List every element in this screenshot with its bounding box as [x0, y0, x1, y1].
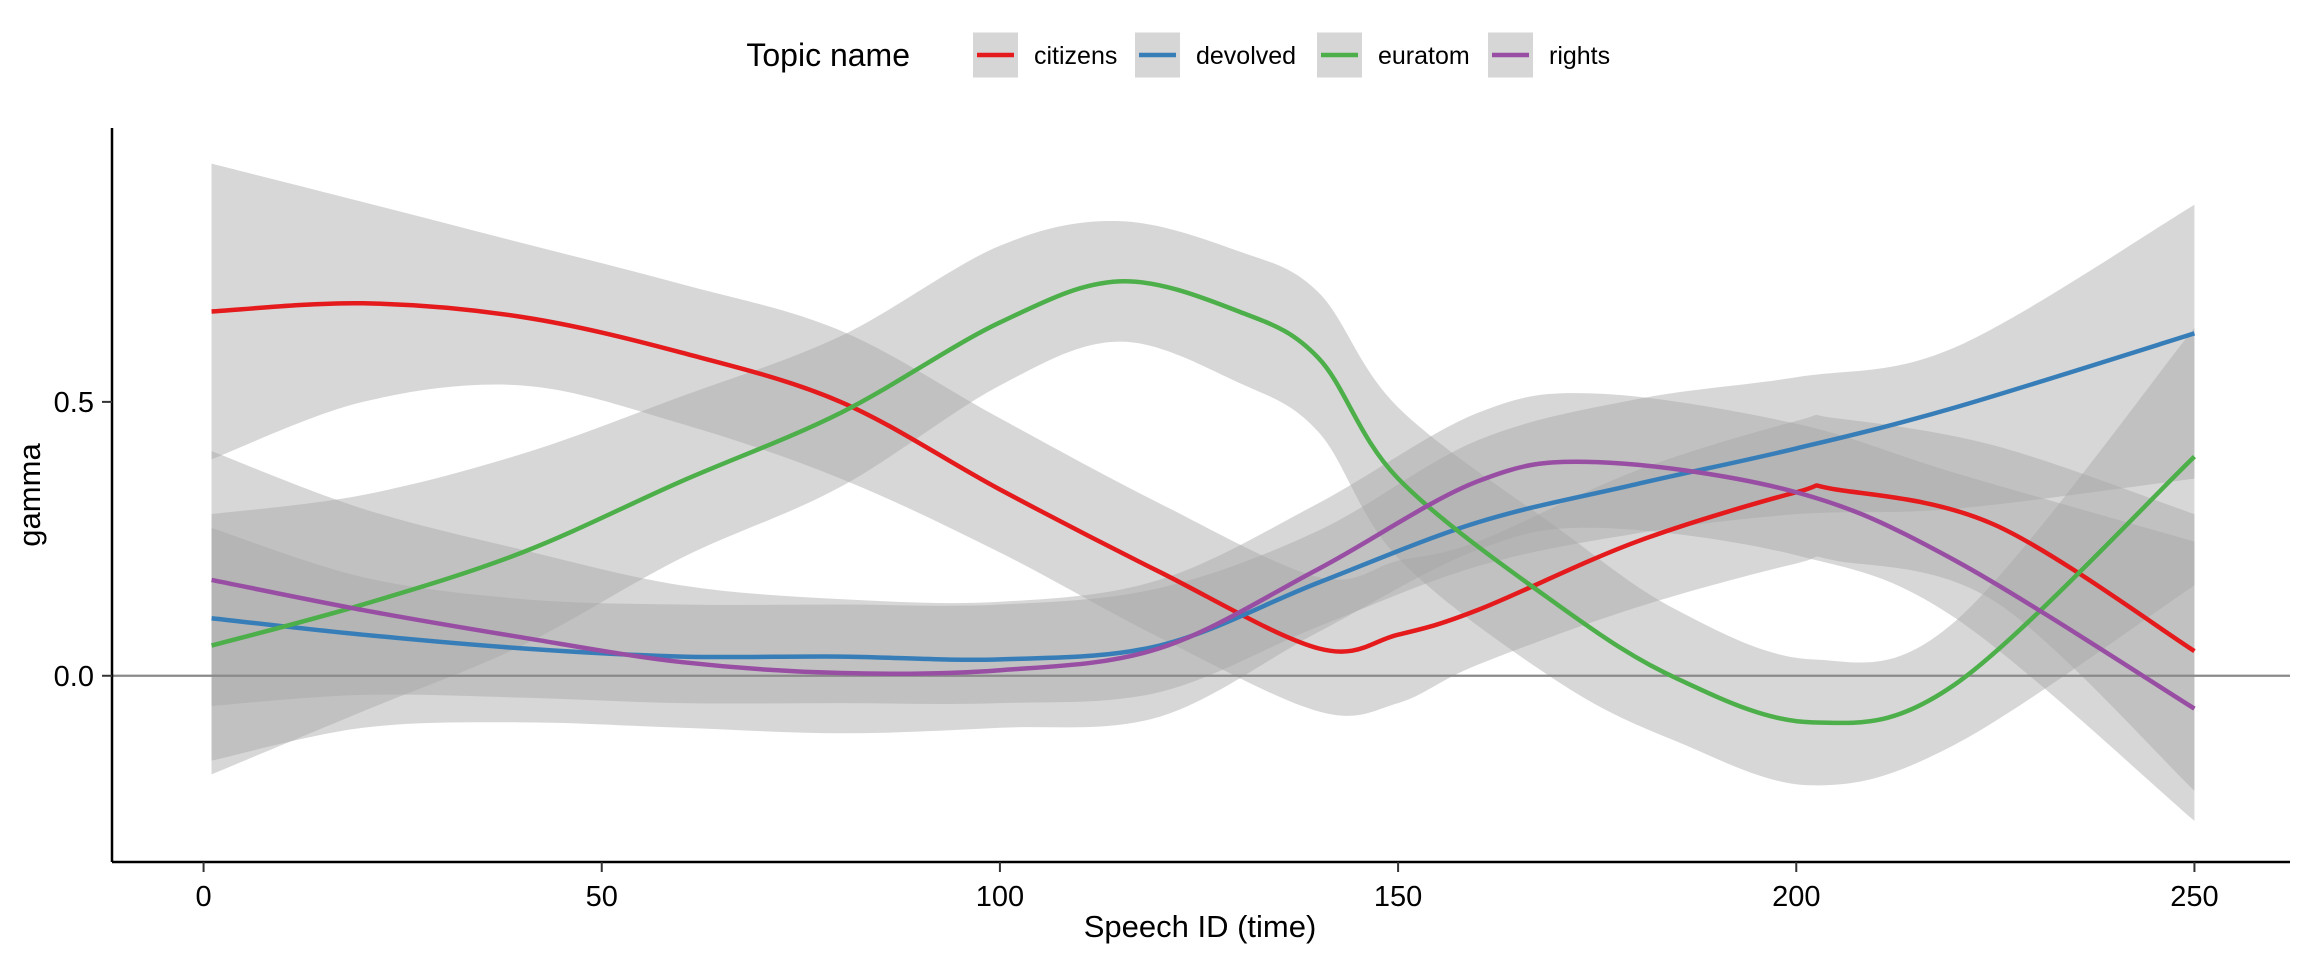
y-tick-label: 0.0: [54, 661, 94, 693]
legend-key-rights: [1488, 32, 1533, 78]
series-line-rights: [211, 459, 2196, 711]
legend-label-citizens: citizens: [1034, 42, 1117, 70]
legend-title: Topic name: [746, 37, 910, 73]
legend: Topic name citizens devolved euratom rights: [746, 32, 1610, 78]
x-axis-title: Speech ID (time): [1084, 909, 1317, 944]
legend-key-citizens: [973, 32, 1018, 78]
axes: 0 50 100 150 200 250 0.0 0.5: [54, 128, 2290, 913]
x-tick-label: 250: [2170, 881, 2218, 913]
series-line-citizens: [211, 300, 2196, 654]
series-lines: [210, 279, 2196, 726]
legend-label-rights: rights: [1549, 42, 1610, 70]
legend-key-euratom: [1317, 32, 1362, 78]
ribbon-devolved: [211, 204, 2195, 706]
x-tick-label: 200: [1772, 881, 1820, 913]
confidence-ribbons: [211, 163, 2195, 821]
x-tick-label: 50: [586, 881, 618, 913]
y-tick-label: 0.5: [54, 387, 94, 419]
x-tick-label: 100: [976, 881, 1024, 913]
x-tick-label: 0: [196, 881, 212, 913]
ribbon-euratom: [211, 221, 2195, 786]
series-line-euratom: [210, 279, 2196, 726]
legend-label-devolved: devolved: [1196, 42, 1296, 70]
x-tick-label: 150: [1374, 881, 1422, 913]
y-axis-title: gamma: [12, 443, 47, 547]
ribbon-rights: [211, 393, 2195, 821]
legend-label-euratom: euratom: [1378, 42, 1470, 70]
ribbon-citizens: [211, 163, 2195, 791]
legend-key-devolved: [1135, 32, 1180, 78]
